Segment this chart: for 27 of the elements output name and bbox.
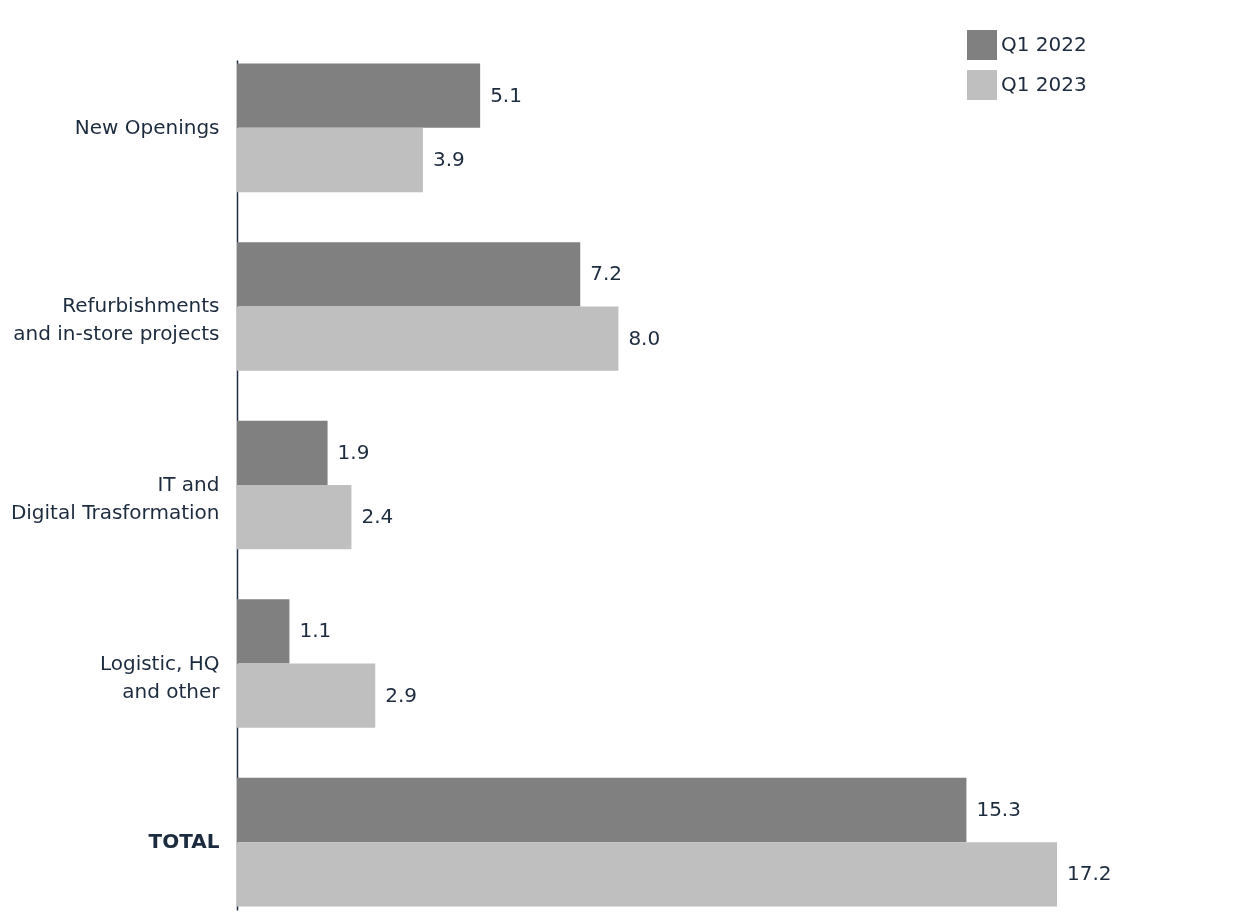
data-label: 15.3: [976, 797, 1021, 821]
bar: [237, 777, 967, 843]
data-label: 17.2: [1067, 861, 1112, 886]
bar: [237, 306, 619, 371]
y-tick-label: Logistic, HQ and other: [99, 650, 221, 703]
data-label: 1.1: [299, 618, 332, 643]
bar: [237, 663, 376, 728]
legend-label: Q1 2022: [1001, 32, 1087, 56]
data-label: 7.2: [590, 261, 623, 286]
y-tick-label: TOTAL: [148, 829, 220, 854]
bar: [237, 242, 581, 307]
data-label: 5.1: [490, 82, 522, 107]
legend-label: Q1 2023: [1001, 72, 1087, 96]
data-label: 8.0: [628, 325, 661, 350]
bar: [237, 485, 352, 550]
data-label: 3.9: [432, 147, 465, 171]
bar: [237, 127, 423, 193]
bar: [237, 420, 328, 485]
bar: [237, 842, 1057, 907]
y-tick-label: IT and Digital Trasformation: [10, 472, 220, 524]
y-tick-label: Refurbishments and in-store projects: [13, 293, 220, 346]
bar: [237, 599, 290, 664]
y-tick-label: New Openings: [74, 114, 220, 139]
bar: [237, 63, 481, 128]
data-label: 1.9: [337, 439, 370, 464]
data-label: 2.9: [385, 682, 418, 707]
data-label: 2.4: [361, 504, 394, 529]
